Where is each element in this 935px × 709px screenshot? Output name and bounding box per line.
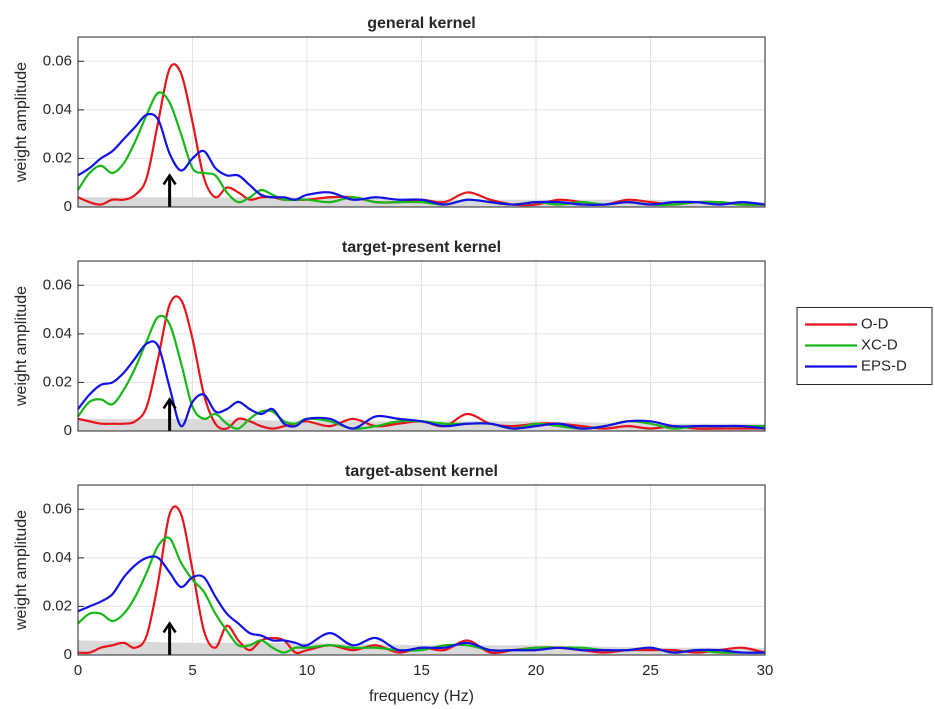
legend-label: XC-D bbox=[861, 336, 898, 353]
y-axis-label: weight amplitude bbox=[13, 286, 30, 407]
x-tick-label: 5 bbox=[188, 662, 196, 679]
series-line bbox=[77, 340, 766, 430]
x-tick-label: 20 bbox=[528, 662, 545, 679]
y-tick-label: 0.06 bbox=[43, 52, 72, 69]
y-axis-label: weight amplitude bbox=[13, 510, 30, 631]
arrow-head bbox=[162, 397, 177, 410]
plot-frame bbox=[77, 36, 766, 208]
x-tick-label: 25 bbox=[642, 662, 659, 679]
series-line bbox=[77, 505, 766, 655]
x-tick-label: 30 bbox=[757, 662, 774, 679]
series-line bbox=[77, 555, 766, 654]
arrow-head bbox=[162, 621, 177, 634]
plot-frame bbox=[77, 260, 766, 432]
y-tick-label: 0.04 bbox=[43, 325, 72, 342]
y-tick-label: 0 bbox=[64, 646, 72, 663]
x-tick-label: 10 bbox=[299, 662, 316, 679]
subplot-title: target-absent kernel bbox=[345, 463, 498, 480]
x-tick-label: 15 bbox=[413, 662, 430, 679]
legend-label: O-D bbox=[861, 315, 889, 332]
legend-label: EPS-D bbox=[861, 357, 907, 374]
y-tick-label: 0.04 bbox=[43, 549, 72, 566]
series-line bbox=[77, 112, 766, 206]
y-axis-label: weight amplitude bbox=[13, 62, 30, 183]
subplot-title: target-present kernel bbox=[342, 239, 501, 256]
y-tick-label: 0.02 bbox=[43, 149, 72, 166]
plot-frame bbox=[77, 484, 766, 656]
y-tick-label: 0.06 bbox=[43, 500, 72, 517]
subplot-title: general kernel bbox=[367, 15, 476, 32]
y-tick-label: 0.04 bbox=[43, 101, 72, 118]
series-line bbox=[77, 295, 765, 431]
arrow-head bbox=[162, 173, 177, 186]
x-tick-label: 0 bbox=[74, 662, 82, 679]
y-tick-label: 0.02 bbox=[43, 597, 72, 614]
y-tick-label: 0 bbox=[64, 422, 72, 439]
y-tick-label: 0 bbox=[64, 198, 72, 215]
y-tick-label: 0.06 bbox=[43, 276, 72, 293]
x-axis-label: frequency (Hz) bbox=[369, 688, 474, 705]
y-tick-label: 0.02 bbox=[43, 373, 72, 390]
